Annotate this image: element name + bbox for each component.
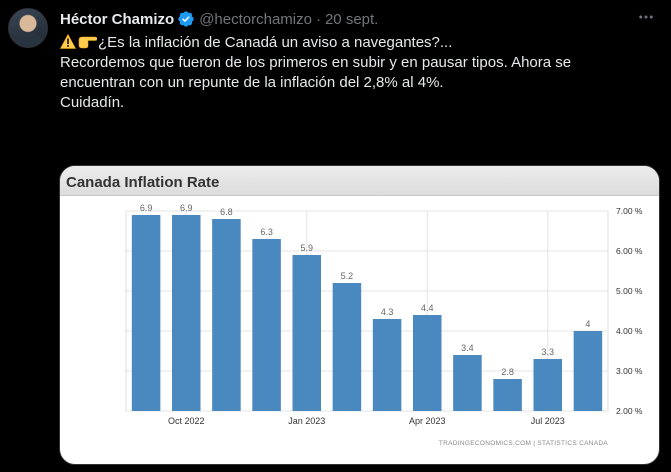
bar-data-label: 5.9 bbox=[300, 243, 313, 253]
bar bbox=[573, 331, 603, 411]
warning-emoji-icon bbox=[59, 33, 77, 49]
x-tick-label: Jan 2023 bbox=[288, 416, 325, 426]
user-handle[interactable]: @hectorchamizo bbox=[199, 10, 312, 28]
x-tick-label: Oct 2022 bbox=[168, 416, 205, 426]
bar bbox=[533, 359, 563, 411]
bar-data-label: 4 bbox=[585, 319, 590, 329]
bar bbox=[292, 255, 322, 411]
bar bbox=[131, 215, 161, 411]
y-tick-label: 4.00 % bbox=[616, 326, 643, 336]
bar-data-label: 3.4 bbox=[461, 343, 474, 353]
x-tick-label: Apr 2023 bbox=[409, 416, 446, 426]
tweet-line-1: ¿Es la inflación de Canadá un aviso a na… bbox=[98, 34, 453, 51]
bar bbox=[372, 319, 402, 411]
tweet-header: Héctor Chamizo @hectorchamizo · 20 sept. bbox=[60, 9, 378, 29]
plot-area bbox=[125, 210, 609, 412]
chart-image-card[interactable]: Canada Inflation Rate 7.00 % 6.00 % 5.00 %… bbox=[59, 165, 660, 465]
bar-data-label: 2.8 bbox=[501, 367, 514, 377]
bar-data-label: 6.9 bbox=[140, 203, 153, 213]
y-tick-label: 3.00 % bbox=[616, 366, 643, 376]
bar-data-label: 4.3 bbox=[381, 307, 394, 317]
inflation-bar-chart: 7.00 % 6.00 % 5.00 % 4.00 % 3.00 % 2.00 % 6.9 6… bbox=[125, 203, 643, 447]
y-tick-label: 7.00 % bbox=[616, 206, 643, 216]
chart-source: TRADINGECONOMICS.COM | STATISTICS CANADA bbox=[439, 440, 608, 447]
bar bbox=[493, 379, 522, 411]
tweet-text: ¿Es la inflación de Canadá un aviso a na… bbox=[59, 33, 660, 113]
bar-data-label: 3.3 bbox=[541, 347, 554, 357]
y-tick-label: 6.00 % bbox=[616, 246, 643, 256]
verified-badge-icon[interactable] bbox=[177, 10, 195, 28]
pointing-hand-emoji-icon bbox=[78, 34, 98, 49]
tweet-line-3: encuentran con un repunte de la inflació… bbox=[60, 74, 444, 91]
header-separator: · bbox=[315, 10, 321, 28]
bar bbox=[332, 283, 362, 411]
bar-data-label: 6.3 bbox=[260, 227, 273, 237]
bar-data-label: 6.8 bbox=[220, 207, 233, 217]
tweet-line-4: Cuidadín. bbox=[60, 94, 125, 111]
display-name[interactable]: Héctor Chamizo bbox=[60, 10, 175, 28]
bar bbox=[171, 215, 201, 411]
bar bbox=[412, 315, 442, 411]
chart-title: Canada Inflation Rate bbox=[60, 166, 659, 196]
avatar[interactable] bbox=[8, 8, 48, 48]
bar-data-label: 4.4 bbox=[421, 303, 434, 313]
more-icon[interactable] bbox=[635, 6, 657, 28]
bar-data-label: 5.2 bbox=[341, 271, 354, 281]
bar bbox=[453, 355, 482, 411]
bar bbox=[212, 219, 241, 411]
tweet-timestamp[interactable]: 20 sept. bbox=[324, 10, 379, 28]
bar-data-label: 6.9 bbox=[180, 203, 193, 213]
tweet-line-2: Recordemos que fueron de los primeros en… bbox=[60, 54, 572, 71]
bar bbox=[252, 239, 281, 411]
y-tick-label: 5.00 % bbox=[616, 286, 643, 296]
y-tick-label: 2.00 % bbox=[616, 406, 643, 416]
x-tick-label: Jul 2023 bbox=[531, 416, 565, 426]
